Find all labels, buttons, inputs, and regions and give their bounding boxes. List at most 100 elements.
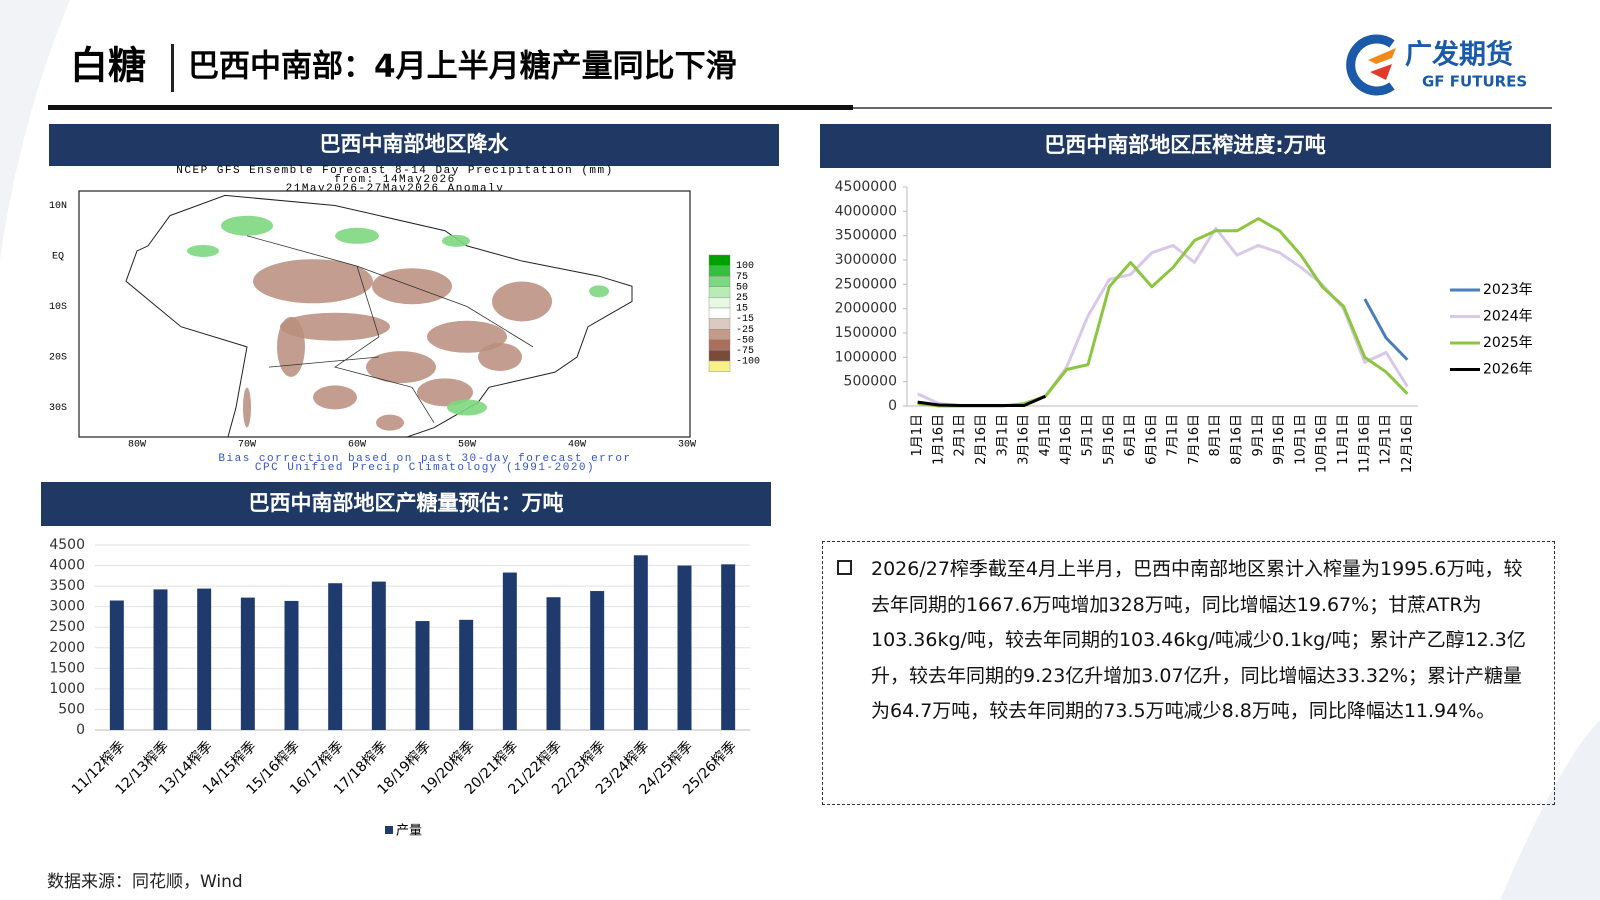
x-tick-label: 9月1日: [1251, 414, 1266, 457]
map-x-label: 70W: [238, 440, 256, 451]
map-legend-swatch: [708, 297, 731, 309]
logo-cn: 广发期货: [1405, 39, 1513, 71]
logo-arc: [1370, 64, 1392, 80]
panel-title-bar: [49, 124, 779, 166]
y-tick-label: 1500000: [835, 325, 897, 341]
panel-title: 巴西中南部地区降水: [320, 132, 510, 156]
y-tick-label: 1500: [49, 660, 85, 676]
x-tick-label: 2月16日: [974, 414, 989, 465]
x-tick-label: 7月16日: [1187, 414, 1202, 465]
bar: [197, 588, 212, 730]
map-x-label: 50W: [458, 440, 476, 451]
page-subtitle: 巴西中南部：4月上半月糖产量同比下滑: [188, 49, 737, 85]
x-tick-label: 11月1日: [1336, 414, 1351, 465]
x-tick-label: 2月1日: [953, 414, 968, 457]
dry-anomaly: [277, 316, 305, 377]
y-tick-label: 4500: [49, 537, 85, 553]
y-tick-label: 2000: [49, 640, 85, 656]
panel-title-bar: [41, 482, 771, 526]
wet-anomaly: [221, 215, 273, 236]
map-legend-swatch: [708, 339, 731, 351]
y-tick-label: 3500000: [835, 228, 897, 244]
x-tick-label: 12月16日: [1400, 414, 1415, 473]
map-legend-swatch: [708, 318, 731, 330]
map-legend-swatch: [708, 276, 731, 288]
x-tick-label: 3月16日: [1017, 414, 1032, 465]
dry-anomaly: [280, 312, 390, 341]
y-tick-label: 2500: [49, 619, 85, 635]
header-rule: [48, 105, 853, 110]
x-tick-label: 8月16日: [1230, 414, 1245, 465]
dry-anomaly: [417, 378, 473, 407]
bar: [502, 572, 517, 730]
map-legend-swatch: [708, 350, 731, 362]
map-area: [79, 191, 690, 437]
bar: [677, 565, 692, 730]
bar: [109, 600, 124, 730]
panel-title-bar: [820, 124, 1551, 168]
x-tick-label: 5月1日: [1080, 414, 1095, 457]
dry-anomaly: [313, 385, 357, 410]
x-tick-label: 5月16日: [1102, 414, 1117, 465]
dry-anomaly: [376, 414, 404, 431]
wet-anomaly: [447, 399, 487, 416]
map-y-label: 10S: [49, 302, 67, 313]
map-y-label: 20S: [49, 353, 67, 364]
x-tick-label: 12月1日: [1379, 414, 1394, 465]
header-rule: [853, 107, 1552, 109]
logo-en: GF FUTURES: [1422, 73, 1527, 91]
series-line: [1363, 298, 1409, 361]
y-tick-label: 4500000: [835, 179, 897, 195]
logo-arc: [1346, 34, 1395, 96]
map-legend-label: 75: [736, 272, 748, 283]
dry-anomaly: [478, 343, 522, 371]
legend-label: 2025年: [1483, 335, 1533, 351]
map-legend-label: 25: [736, 293, 748, 304]
x-tick-label: 1月1日: [910, 414, 925, 457]
y-tick-label: 0: [888, 398, 897, 414]
map-x-label: 60W: [348, 440, 366, 451]
y-tick-label: 2000000: [835, 301, 897, 317]
map-x-label: 80W: [128, 440, 146, 451]
legend-label: 产量: [396, 824, 422, 839]
map-legend-label: -100: [736, 357, 760, 368]
series-line: [917, 217, 1409, 408]
dry-anomaly: [492, 281, 552, 322]
wet-anomaly: [187, 244, 219, 257]
map-footer: Bias correction based on past 30-day for…: [218, 453, 631, 465]
land: [125, 194, 633, 437]
dry-anomaly: [366, 351, 436, 384]
x-tick-label: 3月1日: [995, 414, 1010, 457]
series-line: [917, 226, 1409, 408]
map-legend-swatch: [708, 286, 731, 298]
y-tick-label: 0: [76, 722, 85, 738]
map-legend-label: -25: [736, 325, 754, 336]
y-tick-label: 500000: [844, 374, 897, 390]
x-tick-label: 10月16日: [1315, 414, 1330, 473]
source: 数据来源：同花顺，Wind: [47, 872, 243, 892]
y-tick-label: 2500000: [835, 276, 897, 292]
bar: [546, 597, 561, 730]
x-tick-label: 6月1日: [1123, 414, 1138, 457]
page-title: 白糖: [70, 44, 146, 88]
map-legend-label: -75: [736, 346, 754, 357]
borders: [246, 235, 534, 423]
y-tick-label: 4000000: [835, 203, 897, 219]
legend-label: 2024年: [1483, 309, 1533, 325]
map-x-label: 40W: [568, 440, 586, 451]
wet-anomaly: [335, 227, 379, 244]
y-tick-label: 3500: [49, 578, 85, 594]
bar: [459, 619, 474, 730]
map-legend-label: -50: [736, 335, 754, 346]
legend-label: 2026年: [1483, 362, 1533, 378]
x-tick-label: 10月1日: [1293, 414, 1308, 465]
note-text: 2026/27榨季截至4月上半月，巴西中南部地区累计入榨量为1995.6万吨，较…: [871, 558, 1526, 722]
panel-title: 巴西中南部地区压榨进度:万吨: [1044, 133, 1325, 157]
x-tick-label: 8月1日: [1208, 414, 1223, 457]
legend-label: 2023年: [1483, 282, 1533, 298]
bar: [721, 564, 736, 730]
map-legend-label: -15: [736, 314, 754, 325]
bar: [328, 583, 343, 730]
legend-swatch: [385, 826, 393, 834]
